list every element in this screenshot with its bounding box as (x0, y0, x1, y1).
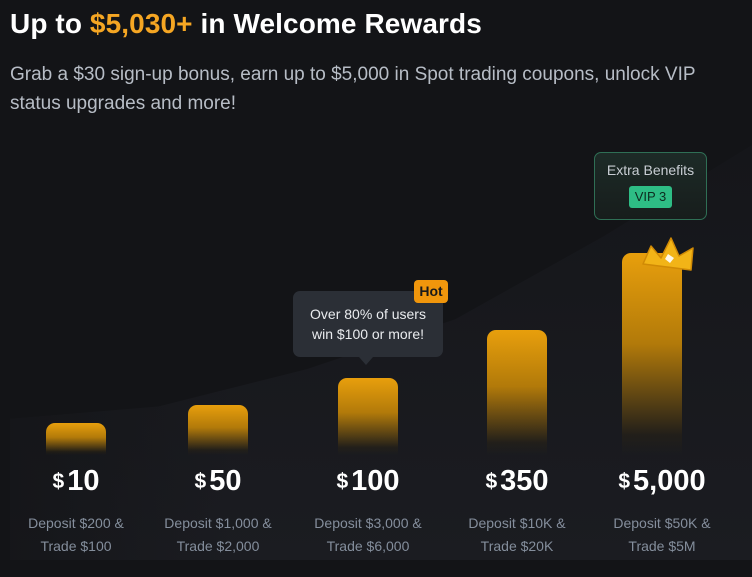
title-suffix: in Welcome Rewards (192, 8, 482, 39)
amount-value: 100 (351, 465, 400, 497)
currency-symbol: $ (485, 470, 498, 493)
title-prefix: Up to (10, 8, 90, 39)
tier-amount-5: $5,000 (592, 465, 732, 498)
currency-symbol: $ (52, 470, 65, 493)
extra-benefits-label: Extra Benefits (606, 162, 695, 178)
amount-value: 350 (500, 465, 549, 497)
tier-bar-2 (188, 405, 248, 455)
tier-trade: Trade $100 (40, 538, 112, 554)
tier-deposit: Deposit $3,000 & (314, 515, 422, 531)
popular-tier-tooltip: Over 80% of users win $100 or more! (293, 291, 443, 357)
crown-icon (642, 237, 694, 271)
amount-value: 50 (209, 465, 242, 497)
tier-bar-4 (487, 330, 547, 455)
tier-deposit: Deposit $50K & (613, 515, 711, 531)
currency-symbol: $ (336, 470, 349, 493)
tier-description-5: Deposit $50K & Trade $5M (587, 512, 737, 558)
tooltip-line-2: win $100 or more! (311, 326, 425, 342)
tier-description-4: Deposit $10K & Trade $20K (442, 512, 592, 558)
tier-deposit: Deposit $200 & (28, 515, 124, 531)
tier-amount-3: $100 (298, 465, 438, 498)
tier-amount-4: $350 (447, 465, 587, 498)
extra-benefits-card: Extra Benefits VIP 3 (594, 152, 707, 220)
tier-bar-5 (622, 253, 682, 455)
tooltip-line-1: Over 80% of users (310, 306, 426, 322)
tier-description-3: Deposit $3,000 & Trade $6,000 (293, 512, 443, 558)
tier-description-2: Deposit $1,000 & Trade $2,000 (143, 512, 293, 558)
tooltip-arrow (359, 357, 373, 365)
currency-symbol: $ (194, 470, 207, 493)
hot-badge: Hot (414, 280, 448, 303)
amount-value: 10 (67, 465, 100, 497)
tier-description-1: Deposit $200 & Trade $100 (1, 512, 151, 558)
tier-bar-1 (46, 423, 106, 455)
tier-trade: Trade $5M (628, 538, 696, 554)
tier-deposit: Deposit $10K & (468, 515, 566, 531)
title-amount: $5,030+ (89, 8, 193, 39)
tier-bar-3 (338, 378, 398, 455)
vip-badge: VIP 3 (628, 186, 673, 208)
tier-trade: Trade $2,000 (176, 538, 260, 554)
tier-trade: Trade $6,000 (326, 538, 410, 554)
amount-value: 5,000 (633, 465, 706, 497)
page-title: Up to $5,030+ in Welcome Rewards (10, 8, 482, 40)
tier-amount-2: $50 (148, 465, 288, 498)
currency-symbol: $ (618, 470, 631, 493)
tier-trade: Trade $20K (480, 538, 554, 554)
page-subtitle: Grab a $30 sign-up bonus, earn up to $5,… (10, 64, 696, 114)
tier-deposit: Deposit $1,000 & (164, 515, 272, 531)
tier-amount-1: $10 (6, 465, 146, 498)
